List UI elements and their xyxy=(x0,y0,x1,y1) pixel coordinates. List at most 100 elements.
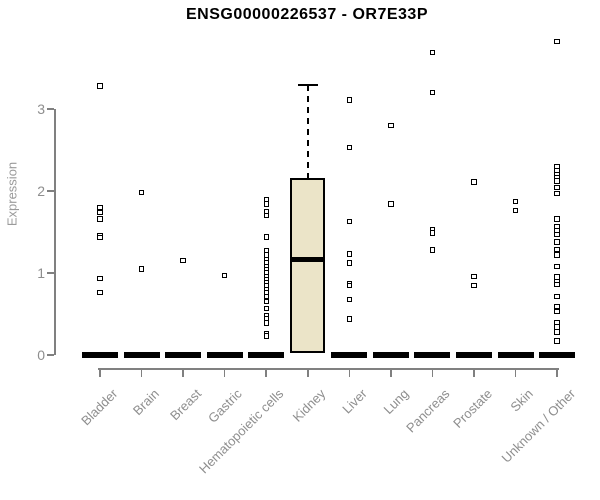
data-point xyxy=(554,308,560,315)
data-point xyxy=(97,204,103,211)
x-axis-tick xyxy=(556,368,558,377)
collapsed-box xyxy=(165,352,202,358)
data-point xyxy=(554,252,560,258)
y-axis-tick xyxy=(47,354,54,356)
collapsed-box xyxy=(248,352,285,358)
data-point xyxy=(554,178,560,184)
collapsed-box xyxy=(497,352,534,358)
data-point xyxy=(554,39,560,45)
data-point xyxy=(554,185,560,191)
box-whisker-cap xyxy=(297,84,318,87)
data-point xyxy=(346,97,352,103)
y-axis-line xyxy=(54,109,56,355)
data-point xyxy=(346,296,352,302)
data-point xyxy=(554,281,560,288)
x-axis-tick xyxy=(307,368,309,377)
collapsed-box xyxy=(539,352,576,358)
data-point xyxy=(554,324,560,330)
data-point xyxy=(512,207,519,214)
x-axis-tick xyxy=(140,368,143,377)
collapsed-box xyxy=(82,352,118,358)
data-point xyxy=(554,246,560,252)
data-point xyxy=(429,49,436,56)
data-point xyxy=(97,216,103,222)
x-axis-category-label: Kidney xyxy=(289,386,329,425)
x-axis-category-label: Brain xyxy=(130,386,163,419)
data-point xyxy=(388,122,394,129)
box-upper-whisker xyxy=(306,85,309,178)
data-point xyxy=(263,320,269,326)
data-point xyxy=(346,251,352,257)
chart-title: ENSG00000226537 - OR7E33P xyxy=(186,6,428,23)
data-point xyxy=(429,89,436,96)
data-point xyxy=(263,333,269,339)
data-point xyxy=(97,289,103,296)
y-axis-tick-label: 2 xyxy=(37,183,45,199)
box-iqr xyxy=(290,177,326,354)
data-point xyxy=(263,252,269,258)
data-point xyxy=(263,212,269,219)
x-axis-category-label: Skin xyxy=(507,386,537,415)
collapsed-box xyxy=(206,352,243,358)
data-point xyxy=(97,235,103,241)
x-axis-tick xyxy=(514,368,517,377)
data-point xyxy=(554,216,560,222)
data-point xyxy=(346,144,352,151)
data-point xyxy=(346,316,352,322)
y-axis-tick xyxy=(47,272,54,274)
data-point xyxy=(97,83,103,89)
data-point xyxy=(97,209,103,215)
data-point xyxy=(471,282,477,288)
data-point xyxy=(388,201,394,207)
collapsed-box xyxy=(455,352,492,358)
collapsed-box xyxy=(372,352,409,358)
data-point xyxy=(429,230,436,236)
data-point xyxy=(138,189,145,196)
collapsed-box xyxy=(123,352,160,358)
x-axis-tick xyxy=(223,368,226,377)
x-axis-category-label: Unknown / Other xyxy=(498,386,578,466)
data-point xyxy=(346,218,352,225)
data-point xyxy=(554,338,560,344)
data-point xyxy=(554,263,560,270)
data-point xyxy=(429,247,436,253)
data-point xyxy=(554,303,560,310)
x-axis-category-label: Prostate xyxy=(449,386,495,431)
data-point xyxy=(346,260,352,266)
x-axis-tick xyxy=(99,368,101,377)
data-point xyxy=(554,190,560,197)
data-point xyxy=(554,231,560,238)
x-axis-category-label: Lung xyxy=(380,386,412,418)
collapsed-box xyxy=(331,352,368,358)
x-axis-line xyxy=(98,368,560,370)
x-axis-tick xyxy=(348,368,351,377)
y-axis-tick-label: 0 xyxy=(37,347,45,363)
data-point xyxy=(138,266,145,272)
data-point xyxy=(263,299,269,305)
data-point xyxy=(471,179,477,185)
x-axis-category-label: Liver xyxy=(339,386,370,417)
data-point xyxy=(554,294,560,300)
y-axis-tick-label: 1 xyxy=(37,265,45,281)
y-axis-tick xyxy=(47,108,54,110)
x-axis-category-label: Pancreas xyxy=(403,386,454,436)
data-point xyxy=(554,274,560,280)
y-axis-tick xyxy=(47,190,54,192)
data-point xyxy=(554,239,560,245)
data-point xyxy=(554,329,560,335)
y-axis-tick-label: 3 xyxy=(37,101,45,117)
data-point xyxy=(263,234,269,240)
data-point xyxy=(263,305,269,311)
x-axis-category-label: Bladder xyxy=(78,386,121,429)
x-axis-tick xyxy=(431,368,434,377)
x-axis-tick xyxy=(182,368,184,377)
x-axis-tick xyxy=(390,368,392,377)
data-point xyxy=(346,282,352,288)
data-point xyxy=(512,198,519,205)
x-axis-tick xyxy=(473,368,475,377)
box-median-line xyxy=(290,257,325,263)
data-point xyxy=(180,258,186,264)
data-point xyxy=(263,294,269,300)
data-point xyxy=(221,272,228,279)
